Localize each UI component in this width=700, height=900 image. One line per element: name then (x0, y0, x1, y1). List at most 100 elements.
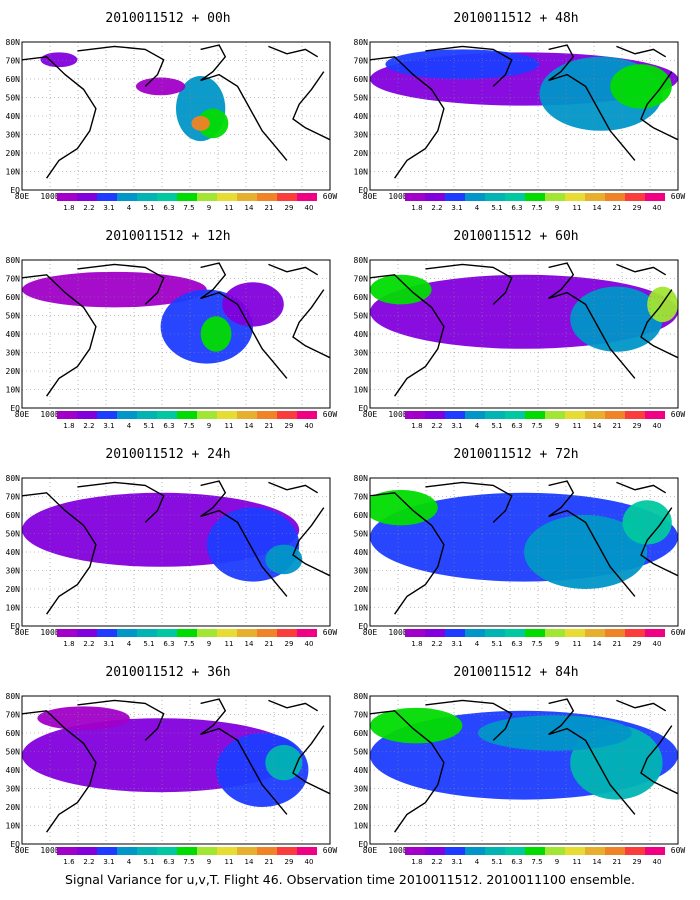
colorbar-label: 6.3 (511, 204, 522, 212)
colorbar-swatch (297, 411, 317, 419)
colorbar-label: 9 (555, 204, 559, 212)
coastline (200, 262, 288, 379)
lat-label: 80N (6, 474, 21, 483)
coastline (616, 699, 667, 712)
colorbar-label: 5.1 (491, 858, 502, 866)
colorbar-label: 7.5 (183, 204, 194, 212)
colorbar-swatch (485, 847, 505, 855)
variance-contour (610, 64, 672, 109)
lon-label: 80E (15, 628, 30, 637)
colorbar-swatch (197, 629, 217, 637)
colorbar-label: 9 (555, 422, 559, 430)
colorbar-label: 2.2 (431, 422, 442, 430)
colorbar-label: 6.3 (163, 640, 174, 648)
lat-label: 10N (354, 822, 369, 831)
lat-label: 30N (6, 131, 21, 140)
colorbar-label: 11 (573, 204, 582, 212)
coastline (268, 45, 319, 58)
lon-label: 80E (363, 410, 378, 419)
colorbar-swatch (237, 847, 257, 855)
coastline (548, 698, 636, 815)
lat-label: 30N (6, 567, 21, 576)
lat-label: 70N (6, 57, 21, 66)
lat-label: 10N (6, 822, 21, 831)
colorbar-swatch (425, 193, 445, 201)
colorbar-label: 5.1 (143, 422, 154, 430)
lat-label: 30N (6, 349, 21, 358)
colorbar-label: 9 (207, 204, 211, 212)
lon-label: 60W (323, 192, 338, 201)
coastline (370, 710, 445, 833)
colorbar-label: 5.1 (491, 640, 502, 648)
coastline (200, 698, 288, 815)
colorbar-label: 40 (305, 858, 314, 866)
lat-label: 50N (6, 94, 21, 103)
colorbar-swatch (645, 193, 665, 201)
colorbar-label: 6.3 (163, 204, 174, 212)
colorbar-swatch (505, 193, 525, 201)
colorbar-swatch (565, 193, 585, 201)
colorbar-label: 14 (593, 204, 602, 212)
lat-label: EQ (10, 186, 20, 195)
colorbar-label: 2.2 (431, 204, 442, 212)
lat-label: 50N (6, 748, 21, 757)
lat-label: 70N (354, 493, 369, 502)
colorbar-label: 3.1 (451, 204, 462, 212)
map-frame (21, 259, 331, 409)
colorbar-swatch (77, 847, 97, 855)
colorbar-swatch (297, 629, 317, 637)
colorbar-label: 4 (127, 858, 132, 866)
lon-label: 60W (323, 846, 338, 855)
variance-shading (40, 52, 229, 142)
lat-label: 80N (354, 692, 369, 701)
map-frame (21, 695, 331, 845)
colorbar-label: 1.8 (411, 204, 422, 212)
colorbar-label: 29 (633, 422, 642, 430)
lon-label: 60W (323, 628, 338, 637)
lat-label: 60N (6, 293, 21, 302)
colorbar-swatch (177, 193, 197, 201)
colorbar-label: 3.1 (103, 858, 114, 866)
colorbar-swatch (605, 193, 625, 201)
colorbar-swatch (157, 193, 177, 201)
map-panel: 2010011512 + 84h 80N 70N 60N 50N 40N 30N 20N 10N… (354, 665, 686, 866)
lat-label: 40N (354, 330, 369, 339)
colorbar-swatch (57, 193, 77, 201)
colorbar-swatch (237, 411, 257, 419)
colorbar-swatch (605, 847, 625, 855)
lat-label: 10N (6, 604, 21, 613)
coastline (77, 481, 165, 523)
colorbar-swatch (465, 629, 485, 637)
map-frame (369, 477, 679, 627)
coastline (268, 699, 319, 712)
colorbar-label: 5.1 (491, 204, 502, 212)
lat-label: 70N (6, 493, 21, 502)
lat-label: 30N (354, 785, 369, 794)
colorbar-label: 14 (245, 858, 254, 866)
colorbar-swatch (545, 411, 565, 419)
variance-contour (135, 77, 186, 96)
colorbar-label: 3.1 (451, 640, 462, 648)
colorbar-swatch (405, 847, 425, 855)
colorbar-label: 7.5 (531, 422, 542, 430)
map-frame (369, 695, 679, 845)
coastline (616, 481, 667, 494)
colorbar-swatch (445, 847, 465, 855)
colorbar-swatch (445, 629, 465, 637)
colorbar-swatch (97, 411, 117, 419)
colorbar-swatch (465, 847, 485, 855)
colorbar-swatch (57, 847, 77, 855)
colorbar-label: 7.5 (183, 858, 194, 866)
colorbar-label: 7.5 (183, 422, 194, 430)
lon-label: 80E (363, 192, 378, 201)
coastline (77, 45, 165, 87)
colorbar-swatch (645, 847, 665, 855)
lon-label: 60W (671, 192, 686, 201)
lat-label: EQ (358, 840, 368, 849)
lat-label: 60N (354, 75, 369, 84)
colorbar-swatch (217, 629, 237, 637)
colorbar-label: 1.8 (411, 640, 422, 648)
variance-contour (197, 108, 229, 139)
colorbar-swatch (645, 411, 665, 419)
colorbar-label: 1.8 (63, 640, 74, 648)
